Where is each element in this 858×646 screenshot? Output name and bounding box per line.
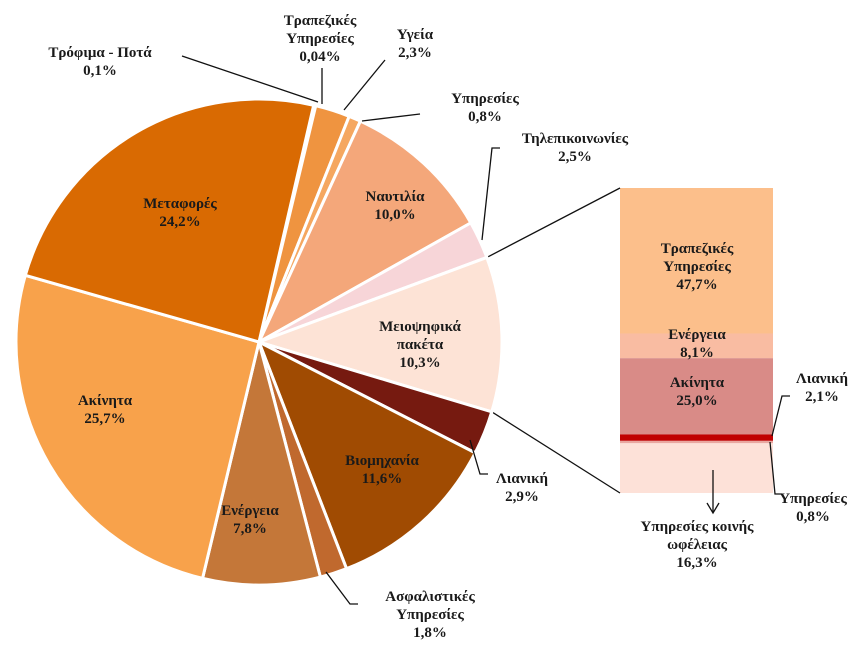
data-label: Μειοψηφικά πακέτα 10,3% [355, 318, 485, 372]
pie [14, 97, 504, 587]
pie-slice [200, 341, 323, 587]
category-label: Τρόφιμα - Ποτά [48, 45, 152, 61]
data-label: Βιομηχανία 11,6% [322, 452, 442, 488]
data-label: Τραπεζικές Υπηρεσίες 0,04% [260, 12, 380, 66]
data-label: Ενέργεια 7,8% [200, 502, 300, 538]
category-label: Βιομηχανία [345, 453, 419, 469]
data-label: Υγεία 2,3% [375, 26, 455, 62]
leader-lines [181, 55, 790, 605]
value-label: 2,5% [558, 149, 592, 165]
leader-line [769, 441, 782, 495]
category-label: Λιανική [796, 371, 848, 387]
category-label: Λιανική [496, 471, 548, 487]
leader-line [481, 147, 500, 241]
value-label: 0,8% [796, 509, 830, 525]
leader-line [469, 439, 488, 475]
value-label: 0,8% [468, 109, 502, 125]
value-label: 24,2% [159, 214, 201, 230]
value-label: 11,6% [361, 471, 403, 487]
value-label: 16,3% [676, 555, 718, 571]
category-label: Υπηρεσίες [451, 91, 519, 107]
leader-line [343, 59, 386, 111]
data-label: Ακίνητα 25,0% [637, 374, 757, 410]
bar-segment [620, 434, 773, 441]
value-label: 25,0% [676, 393, 718, 409]
category-label: Τραπεζικές Υπηρεσίες [660, 241, 734, 275]
value-label: 25,7% [84, 411, 126, 427]
value-label: 2,3% [398, 45, 432, 61]
leader-line [325, 571, 358, 605]
category-label: Μειοψηφικά πακέτα [379, 319, 461, 353]
value-label: 1,8% [413, 625, 447, 641]
data-label: Ναυτιλία 10,0% [340, 188, 450, 224]
category-label: Τηλεπικοινωνίες [521, 131, 629, 147]
data-label: Μεταφορές 24,2% [125, 195, 235, 231]
data-label: Τρόφιμα - Ποτά 0,1% [15, 44, 185, 80]
data-label: Υπηρεσίες 0,8% [430, 90, 540, 126]
value-label: 47,7% [676, 277, 718, 293]
bar-segment [620, 188, 773, 334]
bar-segment [620, 443, 773, 493]
category-label: Υπηρεσίες κοινής ωφέλειας [640, 519, 754, 553]
pie-slice [256, 338, 478, 571]
category-label: Ενέργεια [221, 503, 279, 519]
bar-segment [620, 440, 773, 444]
value-label: 2,1% [805, 389, 839, 405]
bar [620, 188, 773, 493]
value-label: 7,8% [233, 521, 267, 537]
category-label: Ναυτιλία [365, 189, 425, 205]
pie-slice [14, 273, 261, 581]
data-label: Ασφαλιστικές Υπηρεσίες 1,8% [350, 588, 510, 642]
value-label: 2,9% [505, 489, 539, 505]
value-label: 0,1% [83, 63, 117, 79]
data-label: Υπηρεσίες κοινής ωφέλειας 16,3% [622, 518, 772, 572]
data-label: Ενέργεια 8,1% [637, 326, 757, 362]
value-label: 0,04% [299, 49, 341, 65]
pie-slice [254, 255, 504, 414]
category-label: Τραπεζικές Υπηρεσίες [283, 13, 357, 47]
category-label: Ακίνητα [77, 393, 133, 409]
data-label: Τηλεπικοινωνίες 2,5% [495, 130, 655, 166]
data-label: Ακίνητα 25,7% [55, 392, 155, 428]
value-label: 10,0% [374, 207, 416, 223]
value-label: 8,1% [680, 345, 714, 361]
category-label: Ακίνητα [669, 375, 725, 391]
data-label: Λιανική 2,9% [477, 470, 567, 506]
connector-line [486, 187, 621, 259]
data-label: Υπηρεσίες 0,8% [768, 490, 858, 526]
category-label: Ασφαλιστικές Υπηρεσίες [385, 589, 475, 623]
category-label: Μεταφορές [143, 196, 217, 212]
leader-line [181, 55, 319, 103]
bar-segment [620, 358, 773, 435]
bar-segment [620, 333, 773, 359]
leader-line [771, 395, 790, 437]
connector-line [491, 411, 621, 494]
data-label: Λιανική 2,1% [787, 370, 857, 406]
leader-line [361, 113, 421, 122]
arrow-head [706, 502, 720, 515]
data-label: Τραπεζικές Υπηρεσίες 47,7% [637, 240, 757, 294]
category-label: Ενέργεια [668, 327, 726, 343]
category-label: Υπηρεσίες [779, 491, 847, 507]
category-label: Υγεία [396, 27, 434, 43]
pie-slice [255, 119, 473, 346]
value-label: 10,3% [399, 355, 441, 371]
pie-slice [23, 97, 316, 344]
